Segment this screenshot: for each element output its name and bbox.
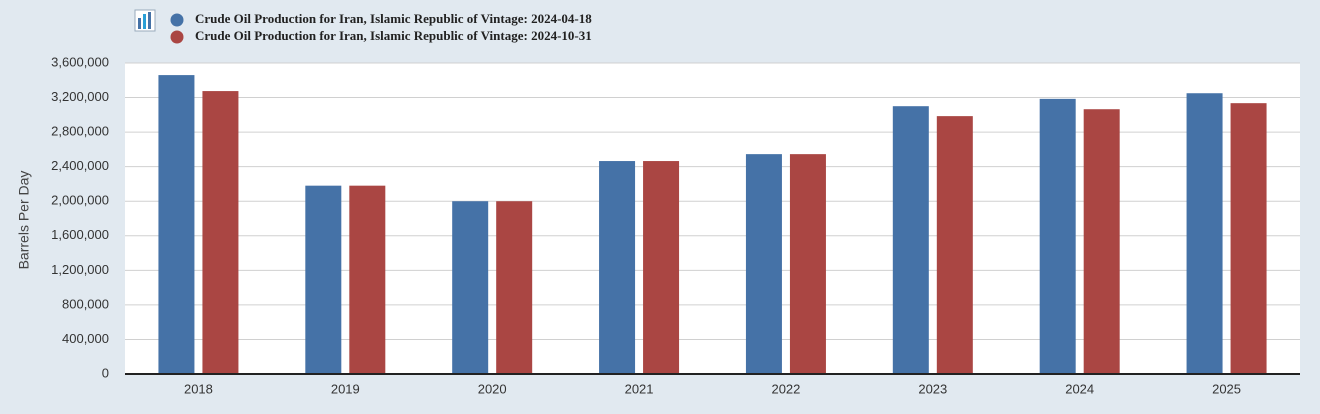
legend-label: Crude Oil Production for Iran, Islamic R… (195, 28, 592, 43)
y-tick-label: 800,000 (62, 296, 109, 311)
x-tick-label: 2021 (625, 381, 654, 396)
legend-marker (170, 30, 184, 44)
x-tick-label: 2025 (1212, 381, 1241, 396)
bar (452, 201, 489, 374)
bar (892, 106, 929, 374)
y-axis-label: Barrels Per Day (16, 171, 32, 270)
y-tick-label: 1,200,000 (51, 262, 109, 277)
x-tick-label: 2023 (918, 381, 947, 396)
bar (158, 75, 195, 374)
icon-bar[interactable] (148, 12, 151, 29)
legend-marker (170, 13, 184, 27)
x-tick-label: 2022 (771, 381, 800, 396)
x-tick-label: 2024 (1065, 381, 1094, 396)
y-tick-label: 400,000 (62, 331, 109, 346)
bar (936, 116, 973, 375)
plot-area (125, 63, 1300, 374)
bar (599, 161, 636, 374)
bar (1230, 103, 1267, 374)
icon-bar[interactable] (138, 18, 141, 29)
x-tick-label: 2019 (331, 381, 360, 396)
bar (745, 154, 782, 374)
y-tick-label: 3,600,000 (51, 54, 109, 69)
bar (789, 154, 826, 374)
icon-bar[interactable] (143, 14, 146, 29)
legend-label: Crude Oil Production for Iran, Islamic R… (195, 11, 592, 26)
bar (1186, 93, 1223, 374)
x-tick-label: 2018 (184, 381, 213, 396)
bar (305, 185, 342, 374)
y-tick-label: 0 (102, 365, 109, 380)
y-tick-label: 2,000,000 (51, 193, 109, 208)
y-tick-label: 3,200,000 (51, 89, 109, 104)
bar (1039, 98, 1076, 375)
bar (1083, 109, 1120, 375)
y-tick-label: 2,800,000 (51, 124, 109, 139)
bar (496, 201, 533, 374)
bar (202, 91, 239, 374)
bar (349, 185, 386, 374)
y-tick-label: 2,400,000 (51, 158, 109, 173)
y-tick-label: 1,600,000 (51, 227, 109, 242)
legend-icon[interactable] (134, 9, 156, 32)
x-tick-label: 2020 (478, 381, 507, 396)
bar (643, 161, 680, 374)
